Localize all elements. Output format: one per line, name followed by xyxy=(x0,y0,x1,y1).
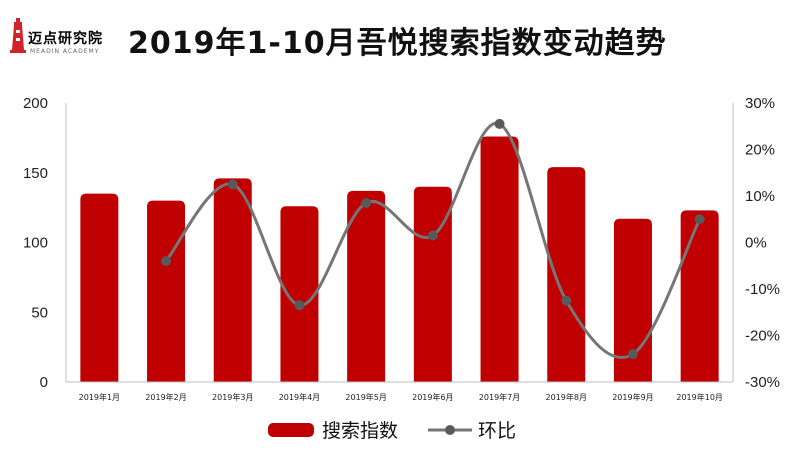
right-tick-label: -10% xyxy=(745,281,780,298)
x-tick-label: 2019年10月 xyxy=(676,392,723,402)
bar xyxy=(613,218,652,382)
line-series xyxy=(161,118,705,360)
line-point xyxy=(361,197,372,208)
legend-bar-label: 搜索指数 xyxy=(322,420,398,442)
bar-series xyxy=(80,136,719,382)
line-point xyxy=(561,295,572,306)
lighthouse-icon xyxy=(10,18,26,53)
legend-bar-swatch xyxy=(268,423,314,437)
x-tick-label: 2019年8月 xyxy=(546,392,587,402)
left-tick-label: 200 xyxy=(23,95,48,112)
bar xyxy=(280,206,319,382)
bar xyxy=(413,186,452,382)
right-tick-label: -30% xyxy=(745,374,780,391)
line-point xyxy=(161,256,172,267)
right-tick-label: -20% xyxy=(745,328,780,345)
line-point xyxy=(294,300,305,311)
left-tick-label: 100 xyxy=(23,235,48,252)
right-tick-label: 30% xyxy=(745,95,775,112)
page-title: 2019年1-10月吾悦搜索指数变动趋势 xyxy=(128,26,667,61)
bar xyxy=(547,167,586,382)
left-tick-label: 150 xyxy=(23,165,48,182)
x-tick-label: 2019年6月 xyxy=(412,392,453,402)
left-tick-label: 0 xyxy=(40,374,48,391)
right-tick-label: 0% xyxy=(745,235,767,252)
line-point xyxy=(427,230,438,241)
bar xyxy=(213,178,252,382)
bar xyxy=(147,200,186,382)
bar xyxy=(480,136,519,382)
legend-line-marker xyxy=(445,425,455,435)
bar xyxy=(80,193,119,382)
x-tick-label: 2019年1月 xyxy=(79,392,120,402)
x-tick-label: 2019年7月 xyxy=(479,392,520,402)
x-tick-label: 2019年4月 xyxy=(279,392,320,402)
logo-subtext: MEADIN ACADEMY xyxy=(30,48,100,55)
x-tick-label: 2019年5月 xyxy=(345,392,386,402)
right-axis-ticks: -30% -20% -10% 0% 10% 20% 30% xyxy=(745,95,780,391)
right-tick-label: 10% xyxy=(745,188,775,205)
legend: 搜索指数 环比 xyxy=(268,420,516,442)
left-axis-ticks: 0 50 100 150 200 xyxy=(23,95,48,391)
line-point xyxy=(627,349,638,360)
right-tick-label: 20% xyxy=(745,142,775,159)
x-tick-label: 2019年2月 xyxy=(145,392,186,402)
legend-line-label: 环比 xyxy=(478,420,516,442)
bar xyxy=(680,210,719,382)
line-point xyxy=(694,214,705,225)
brand-logo: 迈点研究院 MEADIN ACADEMY xyxy=(8,14,120,62)
left-tick-label: 50 xyxy=(31,304,48,321)
line-path xyxy=(164,121,701,359)
logo-text: 迈点研究院 xyxy=(28,31,103,47)
line-point xyxy=(494,118,505,129)
line-point xyxy=(227,179,238,190)
x-tick-label: 2019年9月 xyxy=(612,392,653,402)
bar xyxy=(347,190,386,382)
x-axis-ticks: 2019年1月 2019年2月 2019年3月 2019年4月 2019年5月 2019年… xyxy=(79,392,723,402)
x-tick-label: 2019年3月 xyxy=(212,392,253,402)
